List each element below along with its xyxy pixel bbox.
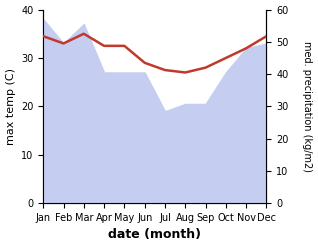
- Y-axis label: max temp (C): max temp (C): [5, 68, 16, 145]
- X-axis label: date (month): date (month): [108, 228, 201, 242]
- Y-axis label: med. precipitation (kg/m2): med. precipitation (kg/m2): [302, 41, 313, 172]
